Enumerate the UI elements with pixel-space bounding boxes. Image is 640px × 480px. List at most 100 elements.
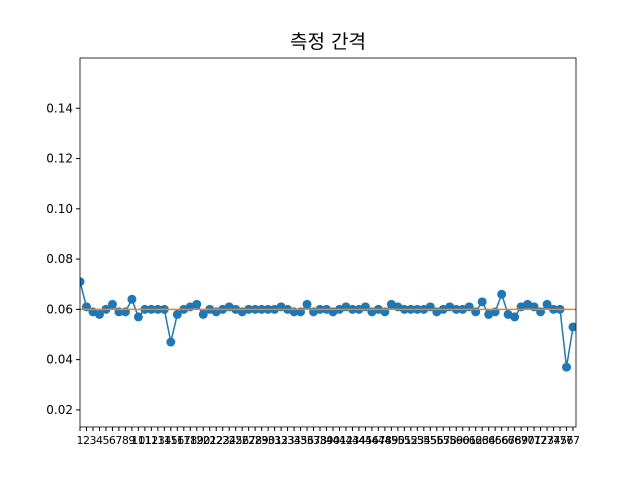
x-tick-label: 2	[83, 434, 90, 447]
point	[477, 297, 487, 307]
x-tick-label: 6	[109, 434, 116, 447]
x-tick-label: 13	[151, 434, 165, 447]
x-tick-label: 11	[138, 434, 152, 447]
x-tick-label: 35	[294, 434, 308, 447]
x-tick-label: 43	[345, 434, 359, 447]
x-tick-label: 40	[326, 434, 340, 447]
x-tick-label: 45	[358, 434, 372, 447]
x-tick-label: 55	[423, 434, 437, 447]
x-tick-label: 76	[560, 434, 574, 447]
x-tick-label: 68	[508, 434, 522, 447]
y-tick-label: 0.02	[46, 403, 73, 417]
x-tick-label: 30	[261, 434, 275, 447]
x-tick-label: 3	[89, 434, 96, 447]
x-tick-label: 27	[242, 434, 256, 447]
x-tick-label: 20	[196, 434, 210, 447]
x-tick-label: 12	[144, 434, 158, 447]
x-tick-label: 33	[281, 434, 295, 447]
x-tick-label: 69	[514, 434, 528, 447]
x-tick-label: 36	[300, 434, 314, 447]
x-tick-label: 24	[222, 434, 236, 447]
x-tick-label: 75	[553, 434, 567, 447]
x-tick-label: 5	[102, 434, 109, 447]
point	[127, 294, 137, 304]
point	[302, 299, 312, 309]
y-tick-label: 0.12	[46, 152, 73, 166]
point	[198, 309, 208, 319]
x-tick-label: 4	[96, 434, 103, 447]
x-tick-label: 71	[527, 434, 541, 447]
x-tick-label: 46	[365, 434, 379, 447]
x-tick-label: 17	[177, 434, 191, 447]
point	[172, 309, 182, 319]
x-tick-label: 67	[501, 434, 515, 447]
x-tick-label: 48	[378, 434, 392, 447]
point	[80, 277, 85, 287]
x-tick-label: 23	[216, 434, 230, 447]
x-tick-label: 26	[235, 434, 249, 447]
x-tick-label: 50	[391, 434, 405, 447]
point	[542, 299, 552, 309]
x-tick-label: 53	[410, 434, 424, 447]
x-tick-label: 38	[313, 434, 327, 447]
x-tick-label: 62	[469, 434, 483, 447]
x-tick-label: 72	[534, 434, 548, 447]
x-tick-label: 31	[268, 434, 282, 447]
x-tick-label: 54	[417, 434, 431, 447]
x-tick-label: 64	[482, 434, 496, 447]
x-tick-label: 47	[371, 434, 385, 447]
y-tick-label: 0.06	[46, 302, 73, 316]
point	[510, 312, 520, 322]
x-tick-label: 77	[566, 434, 580, 447]
y-tick-label: 0.10	[46, 202, 73, 216]
x-tick-label: 7	[115, 434, 122, 447]
x-tick-label: 41	[332, 434, 346, 447]
x-tick-label: 42	[339, 434, 353, 447]
x-tick-label: 9	[128, 434, 135, 447]
y-tick-label: 0.08	[46, 252, 73, 266]
plot	[80, 277, 576, 372]
x-tick-label: 34	[287, 434, 301, 447]
point	[192, 299, 202, 309]
x-tick-label: 1	[77, 434, 84, 447]
x-tick-label: 32	[274, 434, 288, 447]
x-tick-label: 22	[209, 434, 223, 447]
point	[133, 312, 143, 322]
x-tick-label: 56	[430, 434, 444, 447]
x-tick-label: 73	[540, 434, 554, 447]
x-tick-label: 18	[183, 434, 197, 447]
x-tick-label: 52	[404, 434, 418, 447]
x-tick-label: 59	[449, 434, 463, 447]
x-tick-label: 29	[255, 434, 269, 447]
x-tick-label: 14	[157, 434, 171, 447]
x-tick-label: 66	[495, 434, 509, 447]
x-tick-label: 8	[122, 434, 129, 447]
x-tick-label: 49	[384, 434, 398, 447]
y-tick-label: 0.14	[46, 101, 73, 115]
x-tick-label: 28	[248, 434, 262, 447]
plot-frame	[79, 57, 577, 428]
y-tick-label: 0.04	[46, 353, 73, 367]
x-tick-label: 16	[170, 434, 184, 447]
x-tick-label: 60	[456, 434, 470, 447]
x-tick-label: 51	[397, 434, 411, 447]
x-tick-label: 70	[521, 434, 535, 447]
point	[497, 289, 507, 299]
x-tick-label: 57	[436, 434, 450, 447]
x-tick-label: 25	[229, 434, 243, 447]
x-tick-label: 74	[547, 434, 561, 447]
x-tick-label: 39	[320, 434, 334, 447]
x-tick-label: 63	[475, 434, 489, 447]
point	[562, 362, 572, 372]
x-tick-label: 61	[462, 434, 476, 447]
x-tick-label: 15	[164, 434, 178, 447]
x-tick-label: 10	[131, 434, 145, 447]
point	[568, 322, 576, 332]
x-tick-label: 65	[488, 434, 502, 447]
point	[94, 309, 104, 319]
x-tick-label: 44	[352, 434, 366, 447]
x-tick-label: 58	[443, 434, 457, 447]
point	[166, 337, 176, 347]
